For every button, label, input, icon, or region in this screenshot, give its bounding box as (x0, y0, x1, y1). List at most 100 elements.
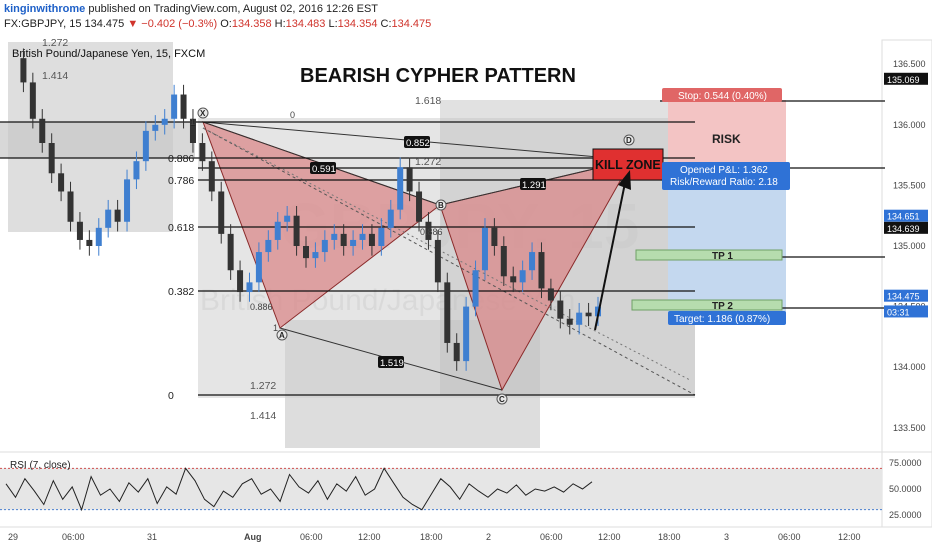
fib-label-xa: 0.786 (168, 175, 194, 187)
candle-body (208, 161, 215, 192)
price-badge (884, 72, 928, 85)
candle-body (425, 221, 432, 240)
candle-body (359, 233, 366, 240)
candle-body (95, 227, 102, 246)
time-tick: 06:00 (540, 532, 563, 542)
ratio-label: 1.519 (380, 358, 404, 369)
fib-label-ac: 1.414 (250, 410, 276, 422)
author-link[interactable]: kinginwithrome (4, 3, 86, 15)
tp2-box (631, 299, 783, 311)
time-tick: 18:00 (420, 532, 443, 542)
price-tick: 136.000 (893, 120, 926, 130)
candle-body (510, 276, 517, 283)
candle-body (444, 282, 451, 343)
candle-body (463, 306, 470, 362)
target-badge (668, 311, 786, 325)
time-tick: 18:00 (658, 532, 681, 542)
candle-body (293, 215, 300, 246)
fib-label-ac: 1.272 (415, 156, 441, 168)
time-tick: 29 (8, 532, 18, 542)
pattern-point-b (435, 199, 447, 211)
chart-subtitle: British Pound/Japanese Yen, 15, FXCM (12, 48, 205, 60)
risk-reward-text: Risk/Reward Ratio: 2.18 (670, 177, 778, 188)
risk-zone (668, 100, 786, 168)
price-change: −0.402 (−0.3%) (141, 18, 218, 30)
pattern-point-d (623, 134, 635, 146)
candle-body (218, 191, 225, 234)
candle-body (161, 118, 168, 125)
rsi-tick: 75.0000 (889, 458, 922, 468)
fib-label-xa: 0.886 (168, 153, 194, 165)
time-tick: 31 (147, 532, 157, 542)
time-tick: 3 (724, 532, 729, 542)
candle-body (246, 282, 253, 293)
opened-pnl-text: Opened P&L: 1.362 (680, 165, 768, 176)
price-badge-text: 134.651 (887, 212, 920, 222)
candle-body (406, 167, 413, 192)
candle-body (142, 130, 149, 162)
candle-body (368, 233, 375, 246)
pattern-point-x (197, 107, 209, 119)
candle-body (227, 233, 234, 271)
price-badge (884, 305, 928, 318)
candle-body (453, 342, 460, 362)
small-fib-label: 1 (273, 323, 278, 333)
price-tick: 133.500 (893, 423, 926, 433)
low-value: 134.354 (337, 18, 378, 30)
candle-body (397, 167, 404, 210)
pattern-point-label: B (438, 201, 444, 210)
candle-body (519, 270, 526, 283)
time-tick: 12:00 (358, 532, 381, 542)
candle-body (124, 179, 131, 222)
tp1-box (635, 249, 783, 261)
candle-body (434, 239, 441, 283)
candle-body (491, 227, 498, 246)
pattern-point-label: C (499, 395, 505, 404)
candle-body (48, 143, 55, 174)
price-tick: 136.500 (893, 59, 926, 69)
candle-body (189, 118, 196, 143)
publisher-line: kinginwithrome published on TradingView.… (4, 3, 378, 15)
time-tick: Aug (244, 532, 262, 542)
fib-label-ac: 1.272 (250, 380, 276, 392)
candle-body (387, 209, 394, 228)
chart-title: BEARISH CYPHER PATTERN (300, 65, 576, 87)
reward-zone (668, 168, 786, 316)
symbol-label[interactable]: FX:GBPJPY, 15 (4, 18, 82, 30)
fib-label-xa: 0.382 (168, 286, 194, 298)
rsi-band (0, 468, 882, 510)
rsi-tick: 25.0000 (889, 510, 922, 520)
chart-header: kinginwithrome published on TradingView.… (0, 0, 932, 38)
candle-body (312, 252, 319, 259)
ratio-badge (520, 178, 546, 190)
candle-body (321, 239, 328, 253)
candle-body (529, 252, 536, 271)
kill-zone-label: KILL ZONE (595, 158, 661, 172)
small-fib-label: 0 (290, 110, 295, 120)
risk-label: RISK (712, 132, 741, 146)
triangle-down-icon: ▼ (127, 18, 139, 30)
target-arrow-line (594, 182, 626, 331)
stop-text: Stop: 0.544 (0.40%) (678, 91, 767, 102)
pattern-point-label: X (200, 109, 206, 118)
time-tick: 12:00 (838, 532, 861, 542)
tp1-label: TP 1 (712, 251, 733, 262)
candle-body (152, 124, 159, 131)
time-tick: 06:00 (62, 532, 85, 542)
candle-body (237, 270, 244, 293)
ratio-badge (378, 356, 404, 368)
candle-body (265, 239, 272, 253)
published-text: published on TradingView.com, August 02,… (88, 3, 379, 15)
candle-body (284, 215, 291, 222)
left-band (0, 122, 195, 158)
pnl-badge (662, 162, 790, 190)
price-badge-text: 134.639 (887, 224, 920, 234)
last-price: 134.475 (84, 18, 125, 30)
fib-label-xa: 1 (190, 117, 196, 129)
candle-body (303, 246, 309, 259)
ratio-badge (310, 162, 336, 174)
candle-body (180, 94, 187, 119)
candle-body (350, 239, 357, 246)
candle-body (472, 270, 479, 307)
